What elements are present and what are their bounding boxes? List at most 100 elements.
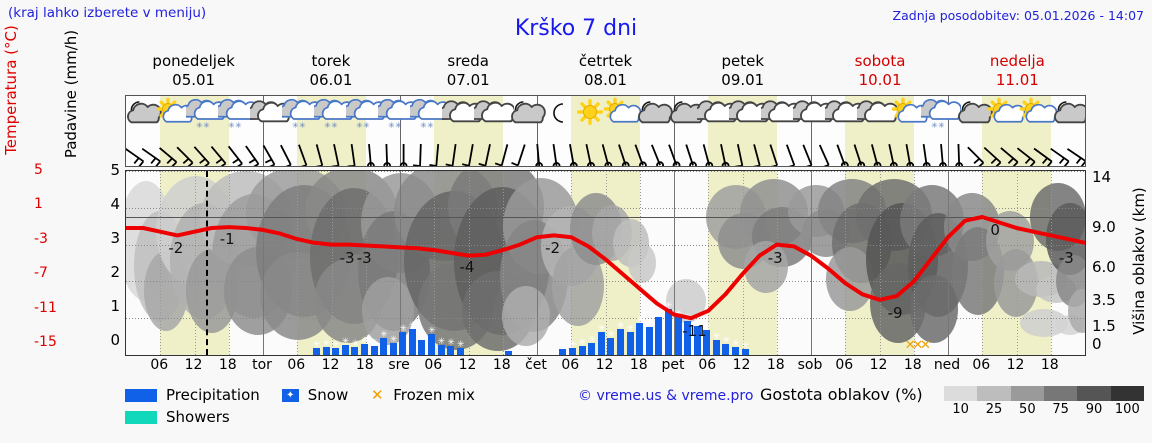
temperature-label: -3 [1058,248,1074,267]
precipitation-bar [655,317,663,355]
cloud-density-legend-title: Gostota oblakov (%) [760,385,923,404]
last-update-text: Zadnja posodobitev: 05.01.2026 - 14:07 [892,8,1144,23]
snow-marker: ✳ [456,340,465,351]
vertical-gridline [1050,171,1052,355]
snow-marker: ✳ [313,340,321,351]
temperature-label: -2 [545,239,561,258]
frozen-mix-marker: ✕ [920,337,931,353]
temperature-curve [126,215,1085,321]
svg-text:✳: ✳ [395,121,402,130]
cloud-density-tick: 25 [985,402,1003,417]
temperature-label: -9 [887,303,903,322]
snow-marker: ✳ [569,339,577,350]
vertical-gridline [982,171,984,355]
day-separator [263,96,264,166]
day-date: 11.01 [995,71,1039,89]
frozen-mix-marker: ✕ [912,337,924,353]
temperature-tick: 1 [34,196,43,213]
svg-text:✳: ✳ [388,121,395,130]
day-separator [400,171,401,355]
cloudheight-tick: 0 [1092,335,1102,353]
page-title: Krško 7 dni [514,16,638,41]
precipitation-tick: 2 [110,263,120,281]
sun-cloud-icon [985,97,1026,141]
day-separator [674,171,675,355]
precipitation-bar [332,347,340,355]
snow-marker: ✳ [703,321,711,332]
precipitation-tick: 4 [110,195,120,213]
x-tick-label: čet [525,357,547,373]
vertical-gridline [639,171,641,355]
legend-label-precipitation: Precipitation [166,386,260,404]
temperature-label: -3 [356,248,372,267]
x-tick-label: sob [797,357,823,373]
snow-marker: ✳ [712,331,721,342]
cloud-density-colorbar [944,386,1144,401]
moon-cloud-icon [633,97,674,141]
snow-marker: ✳ [559,341,567,352]
svg-text:✳: ✳ [931,121,938,130]
x-tick-label: 12 [321,357,340,373]
temperature-label: -11 [682,322,707,341]
precipitation-bar [664,309,672,355]
snow-marker: ✳ [351,338,359,349]
x-tick-label: pet [661,357,685,373]
cloud-density-tick: 90 [1085,402,1103,417]
x-tick-label: 18 [903,357,922,373]
day-headers: ponedeljek 05.01 torek 06.01 sreda 07.01 četrt… [125,52,1086,92]
frozen-mix-marker: ✕ [904,337,916,353]
precipitation-bar [322,346,330,355]
vertical-gridline [502,171,504,355]
snow-marker: ✳ [332,339,340,350]
snow-marker: ✳ [607,330,615,341]
x-tick-label: 12 [458,357,477,373]
snow-marker: ✳ [437,336,446,347]
sun-icon [570,97,610,141]
vertical-gridline [331,171,333,355]
x-tick-label: 12 [869,357,888,373]
precipitation-bar [341,345,349,355]
moon-cloud-icon [953,97,993,141]
precipitation-axis-title: Padavine (mm/h) [62,29,80,159]
precipitation-bar [447,346,455,355]
day-separator [400,96,401,166]
cloud-density-swatch [1110,386,1144,401]
snow-marker: ✳ [447,338,455,349]
vertical-gridline [708,171,710,355]
day-separator [811,171,812,355]
x-tick-label: 12 [184,357,203,373]
day-header-0: ponedeljek 05.01 [125,52,262,92]
cloud-density-tick: 50 [1019,402,1036,417]
day-header-6: nedelja 11.01 [949,52,1086,92]
precipitation-bar [741,349,749,355]
precipitation-bar [370,346,378,355]
current-time-line [206,171,209,355]
snow-marker: ✳ [617,320,625,331]
snow-marker: ✳ [380,330,388,341]
frozen-mix-swatch: ✕ [370,386,384,404]
cloudheight-tick: 3.5 [1092,290,1116,309]
svg-text:✳: ✳ [203,121,210,130]
day-separator [674,96,675,166]
vertical-gridline [1016,171,1018,355]
cloud-density-swatch [1077,386,1111,401]
vertical-gridline [742,171,744,355]
day-name: petek [721,52,765,70]
sun-cloud-icon [601,97,642,141]
precipitation-bar [380,338,388,355]
x-tick-label: 18 [492,357,511,373]
copyright-link[interactable]: © vreme.us & vreme.pro [578,388,754,404]
x-tick-label: 12 [595,357,614,373]
day-name: četrtek [578,52,633,70]
cloud-density-colorbar-ticks: 10 25 50 75 90 100 [944,402,1144,420]
snow-marker: ✳ [428,325,436,336]
precipitation-bar [559,349,567,355]
cloud-density-tick: 10 [952,402,969,417]
temperature-label: -3 [339,248,355,267]
snow-marker: ✳ [741,341,750,352]
snow-marker: ✳ [322,338,331,349]
vertical-gridline [845,171,847,355]
showers-swatch [125,410,157,424]
cloud-density-swatch [944,386,978,401]
cloud-density-swatch [1043,386,1078,401]
